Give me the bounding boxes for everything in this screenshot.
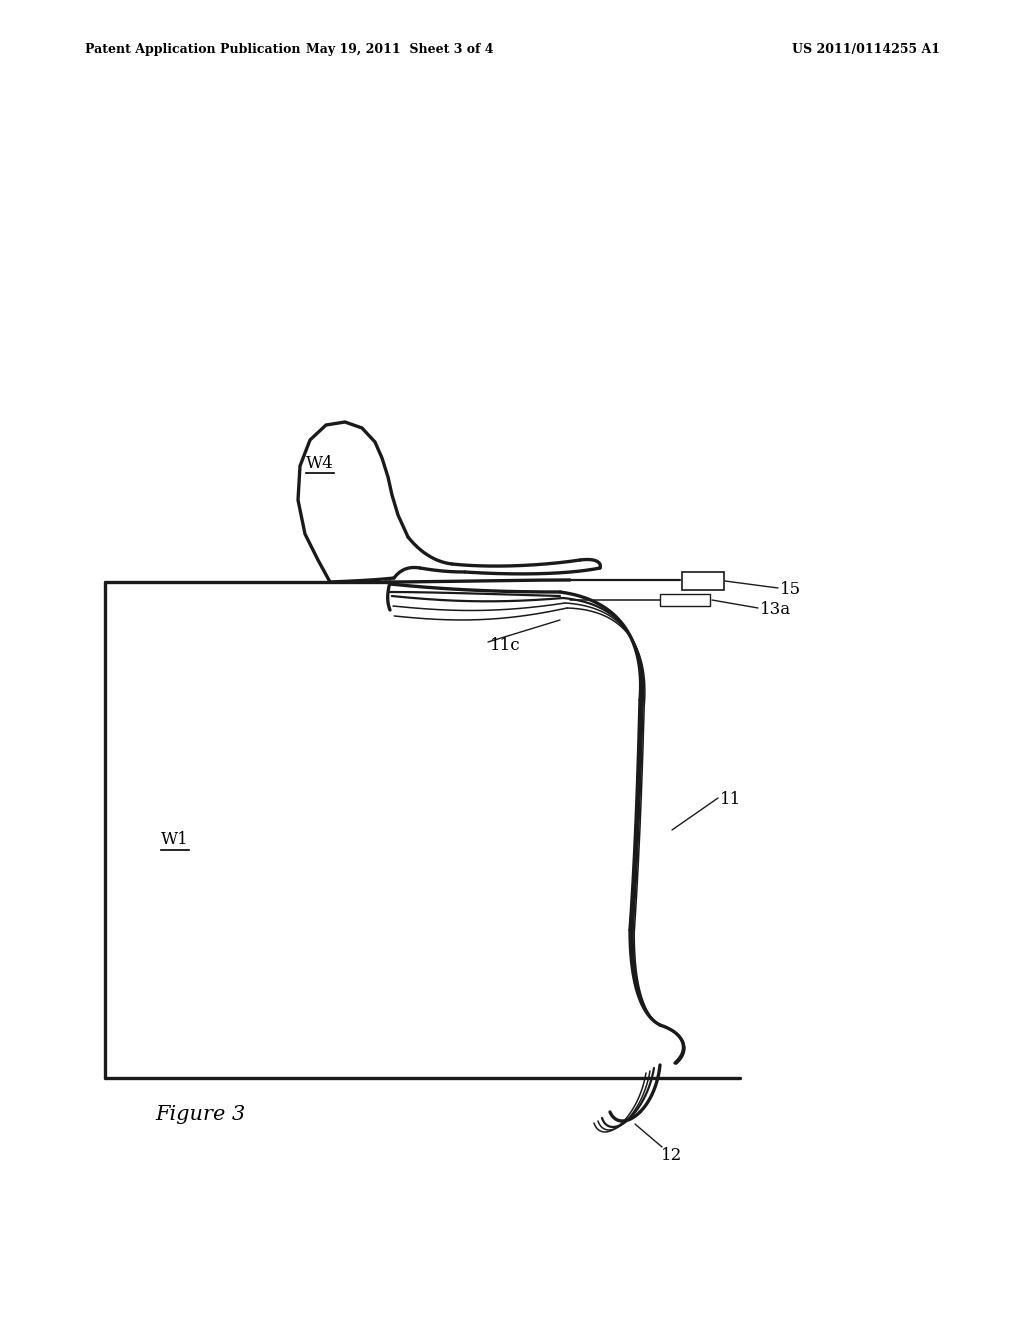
Text: US 2011/0114255 A1: US 2011/0114255 A1 [792,44,940,57]
Text: 11: 11 [720,792,741,808]
Text: Patent Application Publication: Patent Application Publication [85,44,300,57]
Bar [682,572,724,590]
Text: W1: W1 [161,832,188,849]
Text: 13a: 13a [760,602,792,619]
Text: Figure 3: Figure 3 [155,1106,246,1125]
Bar [660,594,710,606]
Text: 15: 15 [780,582,801,598]
Text: W4: W4 [306,454,334,471]
Text: May 19, 2011  Sheet 3 of 4: May 19, 2011 Sheet 3 of 4 [306,44,494,57]
Text: 11c: 11c [490,636,520,653]
Text: 12: 12 [662,1147,683,1163]
